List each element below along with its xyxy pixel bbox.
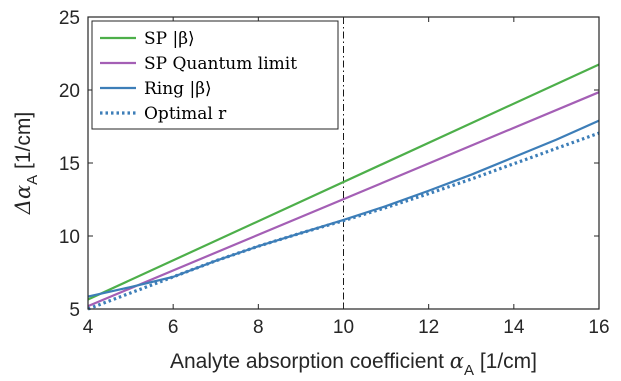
y-axis-label-symbol: Δα: [11, 185, 35, 215]
x-axis-label-prefix: Analyte absorption coefficient: [170, 350, 450, 373]
y-tick-label: 10: [59, 227, 80, 248]
plot-lines: [87, 17, 600, 311]
y-axis-label-suffix: [1/cm]: [12, 112, 35, 175]
legend: SP |β⟩ SP Quantum limit Ring |β⟩ Optimal r: [91, 20, 339, 130]
x-tick-label: 4: [83, 317, 94, 338]
x-tick-label: 14: [503, 317, 525, 338]
series-line-1: [87, 91, 600, 308]
x-axis-label-symbol: α: [450, 349, 464, 373]
ticks: 4 6 8 10 12 14 16 5 10 15 20 25: [59, 8, 610, 338]
y-tick-label: 5: [69, 300, 80, 321]
y-axis-label-subscript: A: [24, 175, 41, 185]
x-axis-label-suffix: [1/cm]: [474, 350, 537, 373]
x-tick-label: 10: [333, 317, 354, 338]
series-line-3: [87, 131, 600, 311]
x-tick-label: 6: [168, 317, 179, 338]
x-tick-label: 16: [588, 317, 609, 338]
x-tick-label: 8: [253, 317, 264, 338]
legend-label: Optimal r: [144, 104, 227, 124]
x-axis-label: Analyte absorption coefficient αA [1/cm]: [170, 349, 537, 379]
legend-label: SP |β⟩: [144, 29, 195, 49]
y-tick-label: 20: [59, 81, 80, 102]
y-axis-label: ΔαA [1/cm]: [11, 112, 41, 215]
y-tick-label: 25: [59, 8, 80, 29]
series-line-0: [87, 63, 600, 301]
x-axis-label-subscript: A: [464, 362, 474, 379]
x-tick-label: 12: [418, 317, 439, 338]
y-tick-label: 15: [59, 154, 80, 175]
legend-label: Ring |β⟩: [144, 79, 212, 99]
legend-label: SP Quantum limit: [144, 54, 297, 74]
